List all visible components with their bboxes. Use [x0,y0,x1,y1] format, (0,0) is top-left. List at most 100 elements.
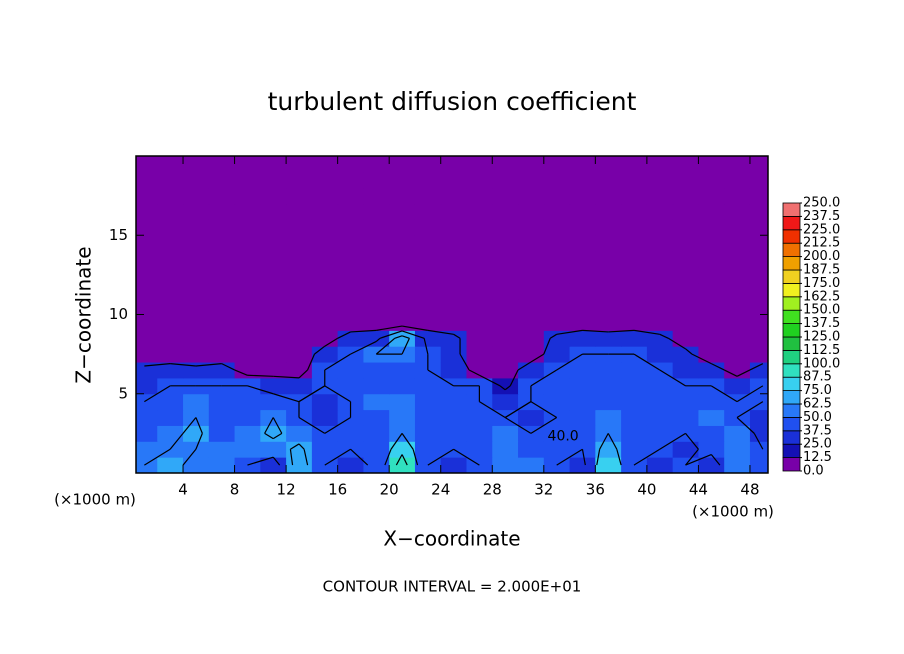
field-cell [595,203,622,220]
colorbar-label: 62.5 [803,397,832,412]
field-cell [136,156,158,173]
contour-line [711,363,725,371]
field-cell [672,330,699,347]
field-cell [311,409,339,426]
field-cell [543,393,571,411]
field-cell [543,377,571,395]
field-cell [389,187,416,205]
field-cell [518,362,545,379]
contour-line [234,369,248,376]
field-cell [518,235,545,252]
field-cell [260,298,287,315]
field-cell [183,251,210,268]
field-cell [595,171,622,189]
field-cell [518,457,545,473]
field-cell [466,346,493,363]
field-cell [595,377,622,395]
field-cell [183,362,210,379]
field-cell [363,377,390,395]
colorbar-label: 162.5 [803,289,840,304]
field-cell [749,425,768,442]
contour-line [401,325,428,331]
field-cell [363,203,390,220]
field-cell [492,457,519,473]
field-cell [466,425,493,442]
contour-line [453,333,461,339]
contour-line [479,401,506,419]
field-cell [672,203,699,220]
contour-line [723,369,738,377]
field-cell [260,171,287,189]
contour-line [530,401,558,419]
field-cell [749,235,768,252]
field-cell [136,314,158,331]
field-cell [621,219,648,236]
field-cell [440,266,467,284]
field-cell [672,393,699,411]
contour-line [499,385,506,391]
field-cell [646,251,674,268]
field-cell [698,393,725,411]
contour-line [710,385,738,403]
field-cell [543,203,571,220]
field-cell [698,171,725,189]
field-cell [672,298,699,315]
contour-line [195,433,203,450]
contour-line [289,449,294,466]
field-cell [136,362,158,379]
field-cell [234,235,261,252]
field-cell [543,346,571,363]
field-cell [749,187,768,205]
field-cell [492,362,519,379]
contour-line [581,449,586,466]
contour-line [710,454,721,466]
field-cell [698,282,725,300]
colorbar-swatch [782,229,801,244]
colorbar-swatch [782,323,801,338]
field-cell [389,203,416,220]
field-cell [518,298,545,315]
field-cell [234,282,261,300]
field-cell [311,235,339,252]
contour-line [324,385,351,403]
field-cell [157,425,184,442]
field-cell [260,187,287,205]
contour-line [182,448,197,466]
field-cell [208,457,236,473]
contour-line [504,401,532,419]
contour-line [182,417,197,434]
field-cell [337,362,364,379]
contour-line [453,448,480,466]
field-cell [492,219,519,236]
field-cell [595,330,622,347]
field-cell [363,362,390,379]
colorbar-swatch [782,215,801,231]
field-cell [672,282,699,300]
field-cell [414,203,442,220]
colorbar-swatch [782,430,801,445]
field-cell [363,425,390,442]
x-tick-label: 12 [277,481,296,499]
contour-line [298,369,308,379]
field-cell [414,409,442,426]
field-cell [466,156,493,173]
field-cell [208,330,236,347]
field-cell [208,314,236,331]
field-cell [136,330,158,347]
field-cell [136,266,158,284]
contour-line [633,329,660,335]
field-cell [136,393,158,411]
field-cell [260,314,287,331]
colorbar-label: 100.0 [803,356,840,371]
contour-line [290,443,300,450]
field-cell [440,156,467,173]
field-cell [595,156,622,173]
field-cell [724,203,751,220]
field-cell [543,425,571,442]
contour-line [468,369,480,376]
field-cell [260,362,287,379]
contour-line [685,448,699,466]
field-cell [208,187,236,205]
contour-line [376,325,403,331]
field-cell [749,203,768,220]
